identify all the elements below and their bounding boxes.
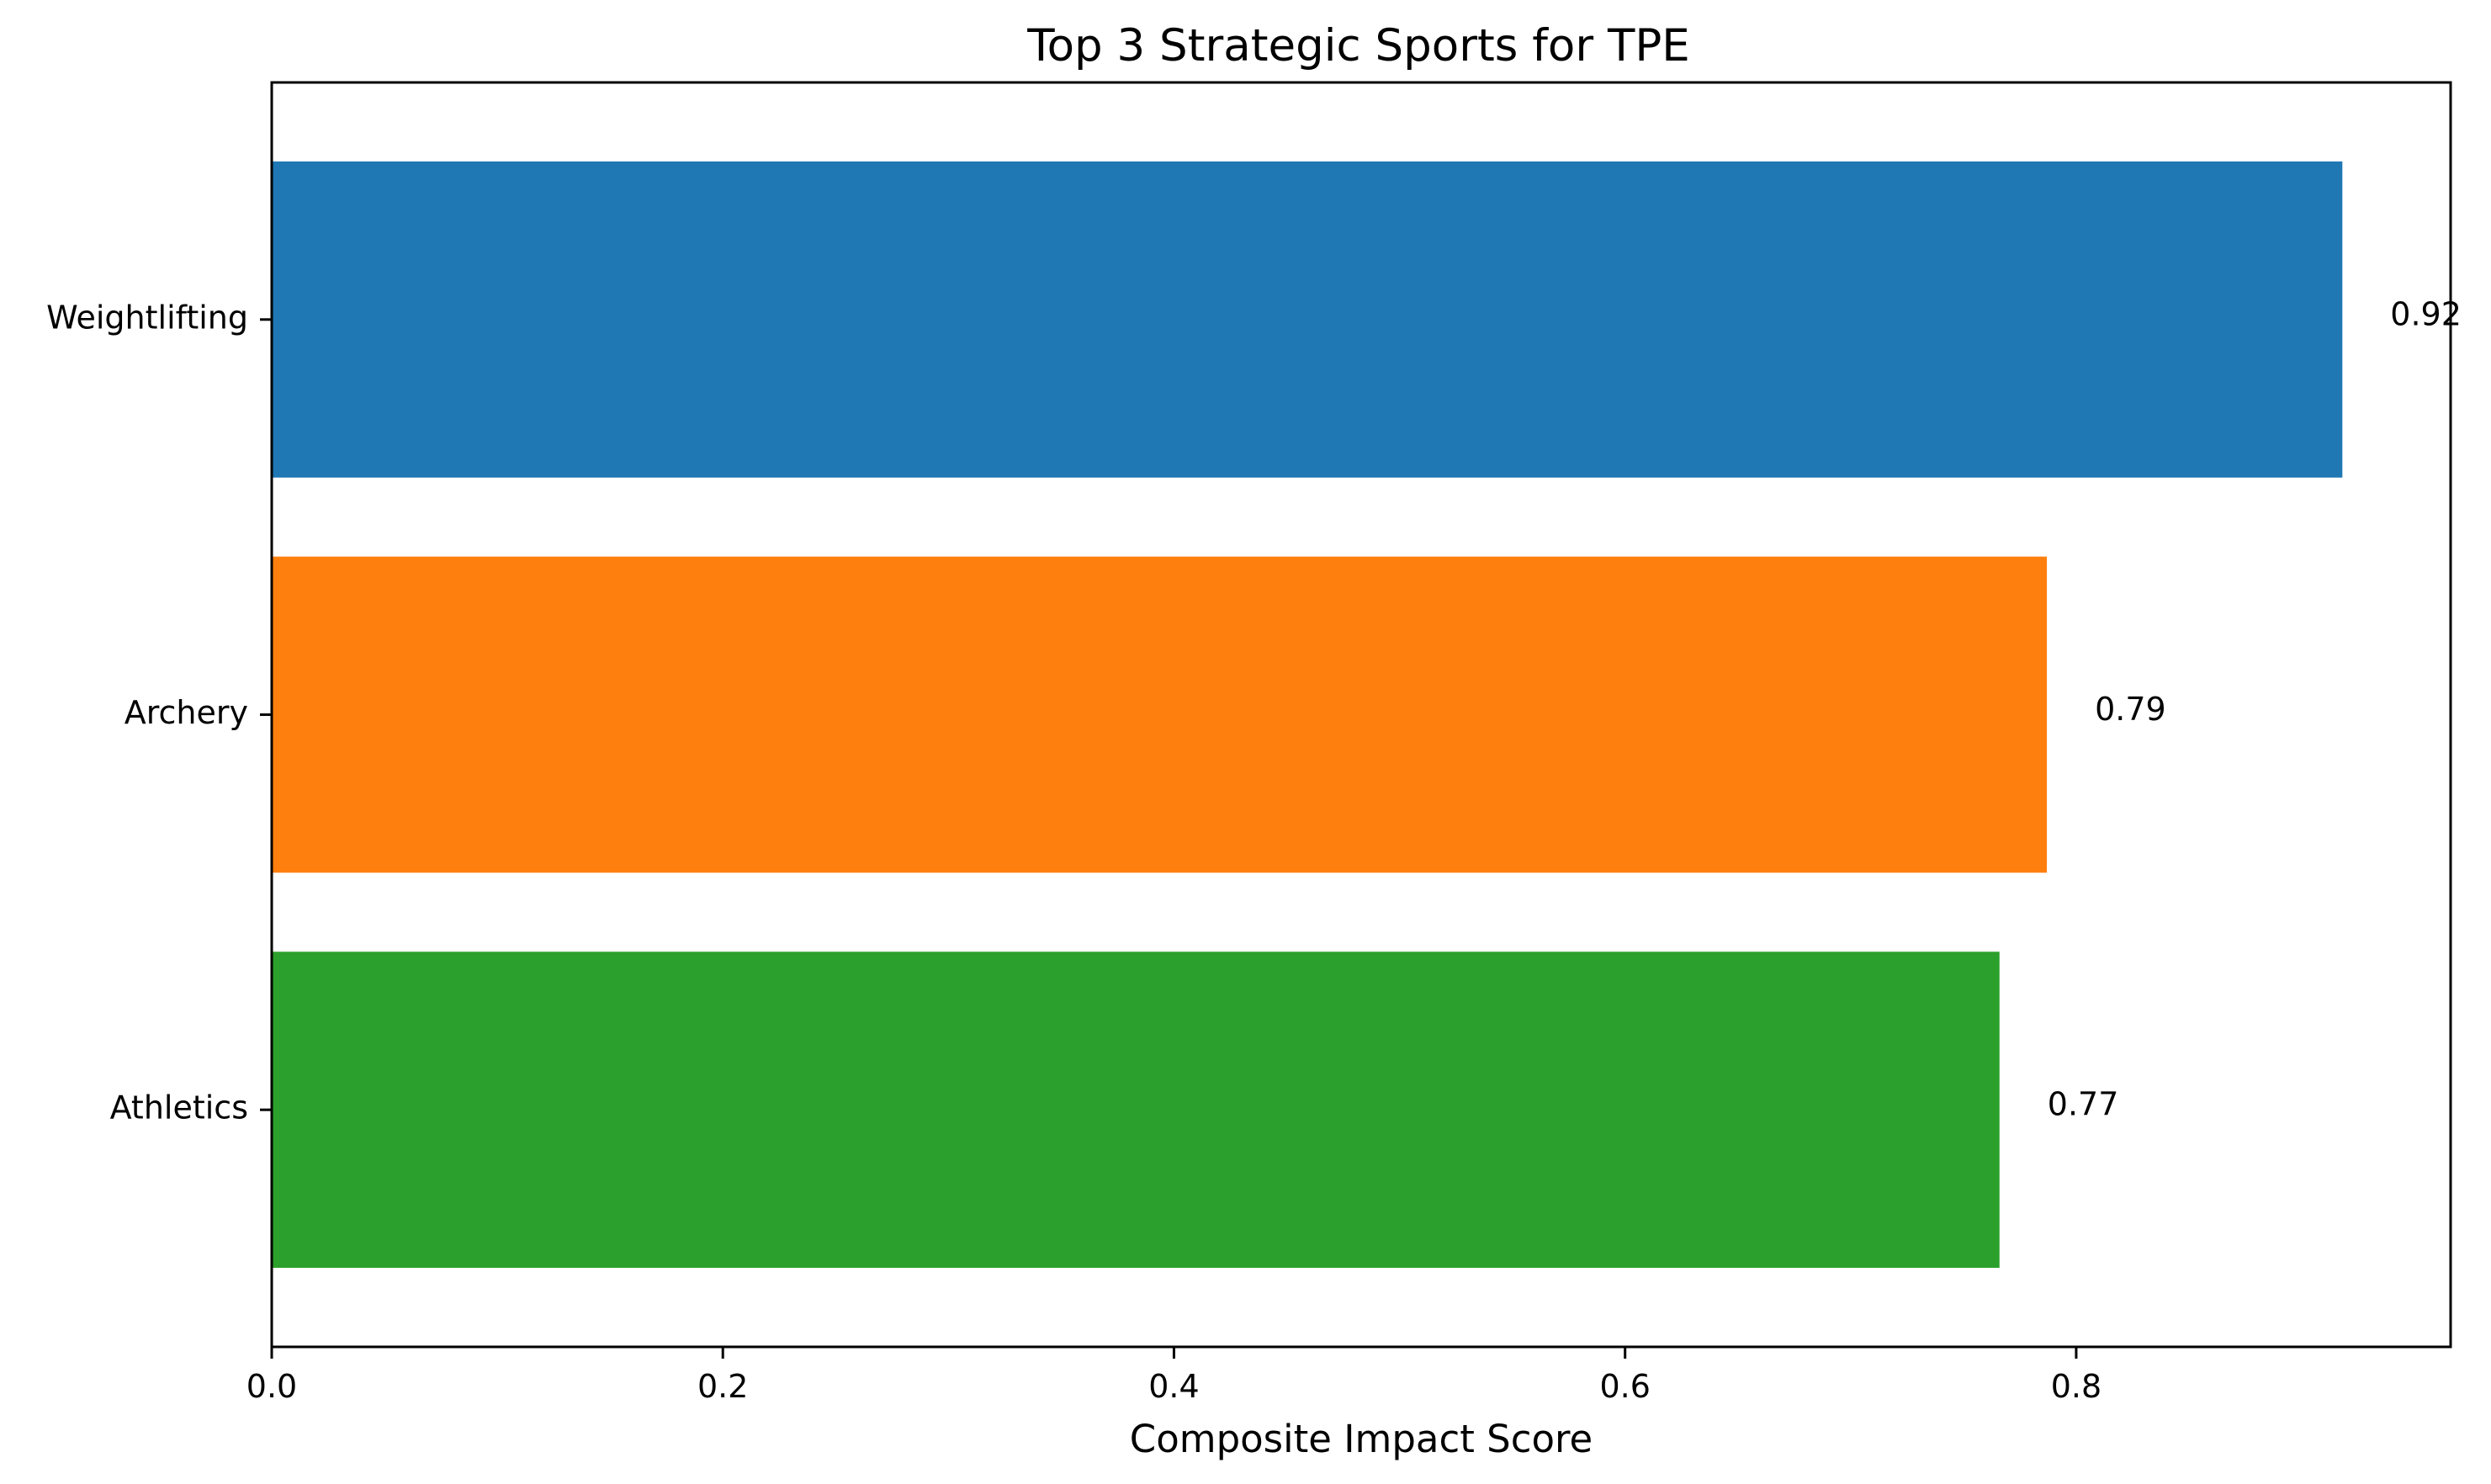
y-axis: Weightlifting Archery Athletics	[46, 299, 272, 1126]
bar-archery	[272, 556, 2048, 873]
x-tick-label: 0.0	[246, 1368, 297, 1405]
value-label-archery: 0.79	[2095, 691, 2166, 728]
value-labels-layer: 0.920.790.77	[2048, 295, 2462, 1122]
bars-layer	[272, 161, 2343, 1269]
chart-title: Top 3 Strategic Sports for TPE	[1026, 20, 1690, 72]
value-label-athletics: 0.77	[2048, 1086, 2119, 1123]
y-tick-label-weightlifting: Weightlifting	[46, 299, 248, 336]
x-axis-label: Composite Impact Score	[1130, 1417, 1593, 1461]
x-axis: 0.0 0.2 0.4 0.6 0.8	[246, 1347, 2101, 1405]
bar-weightlifting	[272, 161, 2343, 478]
y-tick-label-archery: Archery	[125, 694, 248, 731]
x-tick-label: 0.6	[1599, 1368, 1650, 1405]
x-tick-label: 0.4	[1148, 1368, 1199, 1405]
bar-athletics	[272, 951, 2000, 1269]
plot-frame	[270, 81, 2452, 1349]
x-tick-label: 0.8	[2051, 1368, 2101, 1405]
x-tick-label: 0.2	[697, 1368, 748, 1405]
y-tick-label-athletics: Athletics	[110, 1089, 248, 1126]
